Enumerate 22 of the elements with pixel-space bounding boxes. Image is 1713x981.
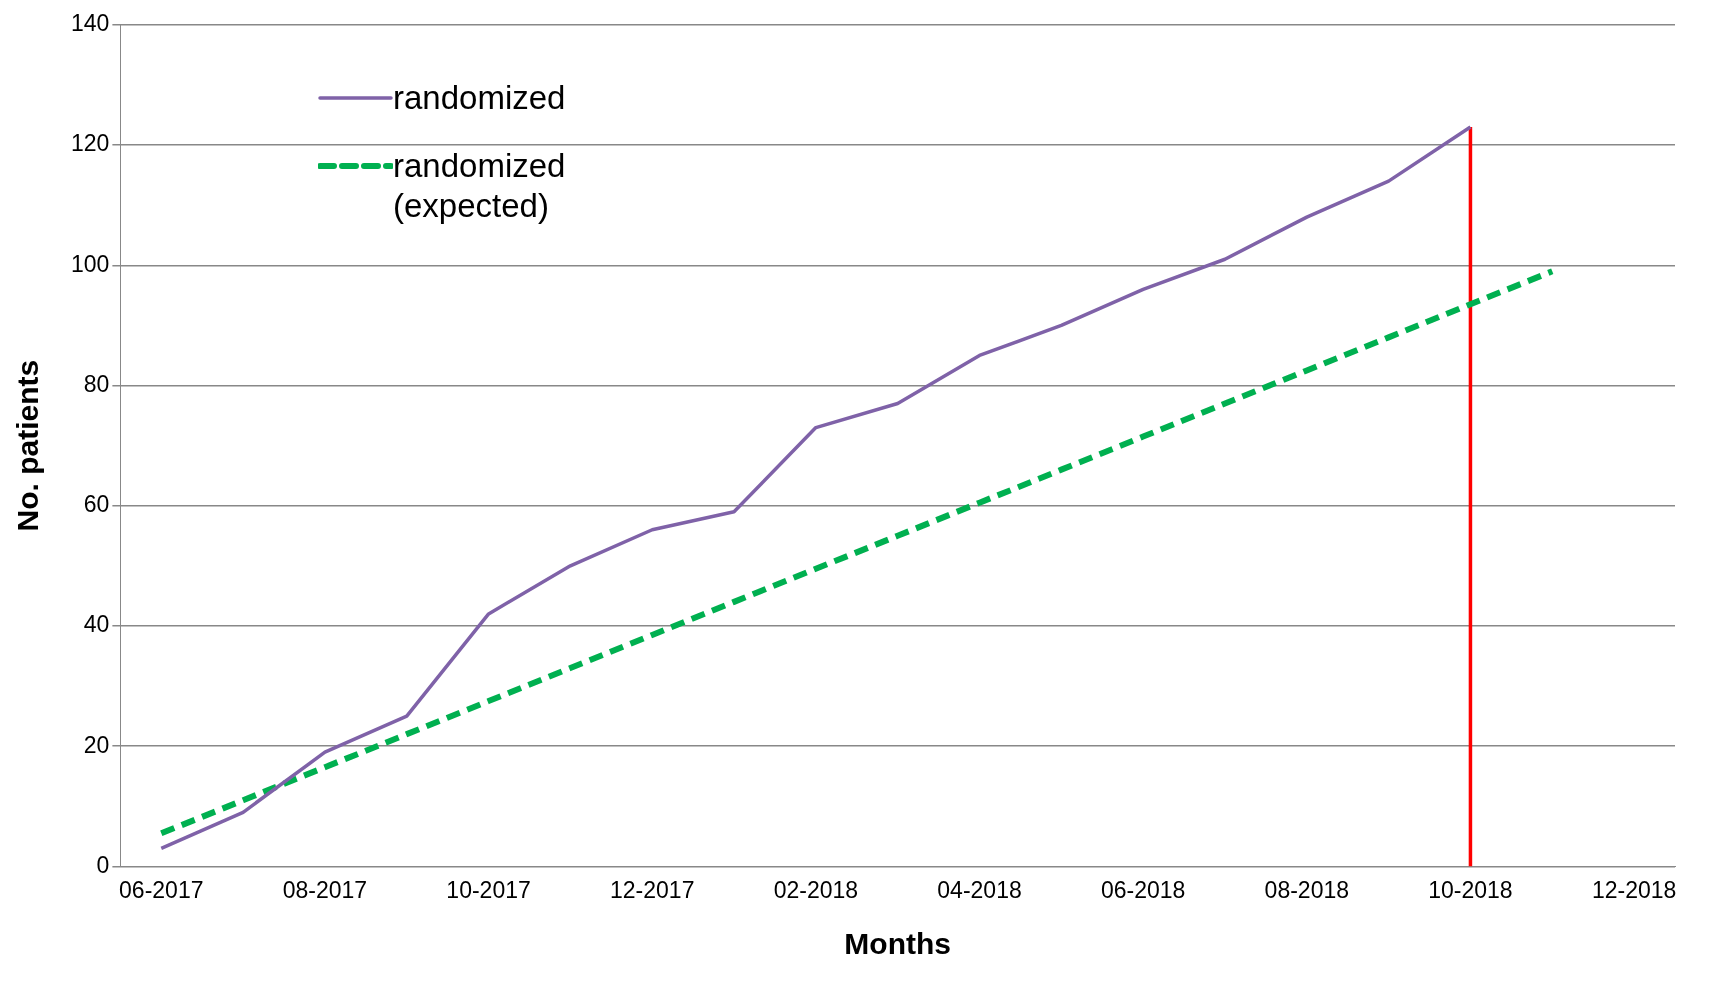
x-axis-title: Months (844, 927, 952, 961)
x-tick-label: 06-2017 (119, 876, 204, 903)
y-tick-label: 120 (71, 130, 110, 157)
x-tick-label: 12-2018 (1591, 876, 1677, 903)
x-tick-label: 08-2017 (282, 876, 368, 903)
y-tick-label: 80 (83, 370, 110, 397)
x-tick-label: 12-2017 (610, 876, 695, 903)
y-tick-label: 140 (71, 10, 110, 37)
y-tick-label: 60 (83, 491, 110, 518)
x-tick-label: 04-2018 (937, 876, 1022, 903)
x-tick-label: 06-2018 (1100, 876, 1186, 903)
x-tick-label: 02-2018 (773, 876, 859, 903)
x-tick-label: 10-2017 (446, 876, 531, 903)
y-tick-label: 20 (83, 731, 110, 758)
legend-label: randomized (393, 78, 567, 118)
y-tick-label: 40 (83, 611, 110, 638)
y-tick-label: 100 (71, 250, 110, 277)
legend-label: randomized (expected) (393, 146, 567, 226)
y-tick-label: 0 (96, 851, 110, 878)
y-axis-title: No. patients (11, 359, 45, 532)
x-tick-label: 08-2018 (1264, 876, 1350, 903)
x-tick-label: 10-2018 (1428, 876, 1513, 903)
